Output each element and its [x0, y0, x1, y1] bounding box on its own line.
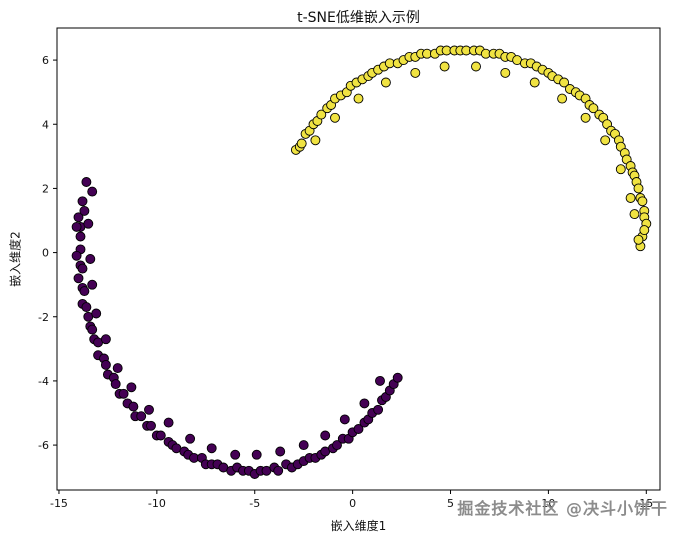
scatter-point-cluster-0-purple — [136, 411, 147, 422]
scatter-point-cluster-0-purple — [100, 334, 111, 345]
scatter-point-cluster-1-yellow — [633, 183, 644, 194]
scatter-point-cluster-1-yellow — [637, 196, 648, 207]
scatter-point-cluster-0-purple — [273, 465, 284, 476]
x-tick-label: -15 — [50, 497, 68, 510]
scatter-point-cluster-0-purple — [75, 231, 86, 242]
scatter-point-cluster-0-purple — [373, 404, 384, 415]
scatter-point-cluster-1-yellow — [639, 225, 650, 236]
scatter-point-cluster-0-purple — [83, 218, 94, 229]
y-tick-label: -4 — [38, 375, 49, 388]
y-tick-label: 2 — [42, 182, 49, 195]
scatter-point-cluster-0-purple — [353, 424, 364, 434]
scatter-point-cluster-0-purple — [71, 221, 82, 232]
scatter-point-cluster-1-yellow — [625, 193, 636, 203]
scatter-point-cluster-1-yellow — [588, 103, 599, 114]
scatter-point-cluster-0-purple — [73, 212, 84, 223]
scatter-point-cluster-0-purple — [85, 254, 96, 264]
scatter-point-cluster-1-yellow — [615, 164, 626, 175]
scatter-point-cluster-0-purple — [81, 177, 92, 187]
x-tick-label: -5 — [249, 497, 260, 510]
scatter-point-cluster-1-yellow — [316, 109, 327, 120]
scatter-point-cluster-0-purple — [339, 414, 350, 425]
x-axis-label: 嵌入维度1 — [330, 519, 387, 533]
scatter-point-cluster-0-purple — [91, 308, 102, 319]
scatter-point-cluster-0-purple — [87, 279, 98, 290]
scatter-point-cluster-1-yellow — [353, 93, 364, 104]
scatter-point-cluster-0-purple — [112, 363, 123, 374]
scatter-point-cluster-1-yellow — [633, 234, 644, 245]
y-axis-label: 嵌入维度2 — [8, 231, 23, 287]
scatter-point-cluster-0-purple — [77, 263, 88, 274]
scatter-point-cluster-1-yellow — [330, 112, 340, 123]
scatter-point-cluster-0-purple — [275, 446, 286, 457]
scatter-point-cluster-1-yellow — [380, 77, 391, 88]
axes-frame — [56, 27, 661, 491]
scatter-point-cluster-0-purple — [79, 205, 90, 216]
x-tick-label: 0 — [349, 497, 356, 510]
scatter-point-cluster-1-yellow — [600, 135, 611, 146]
y-tick-label: 0 — [42, 247, 49, 260]
scatter-point-cluster-1-yellow — [580, 112, 591, 123]
scatter-point-cluster-1-yellow — [310, 135, 321, 146]
scatter-point-cluster-0-purple — [77, 196, 88, 207]
scatter-point-cluster-0-purple — [230, 449, 241, 460]
scatter-point-cluster-0-purple — [185, 433, 196, 444]
scatter-point-cluster-1-yellow — [439, 61, 450, 72]
scatter-point-cluster-0-purple — [163, 417, 174, 428]
scatter-point-cluster-0-purple — [155, 430, 166, 441]
scatter-point-cluster-0-purple — [79, 286, 90, 297]
scatter-point-cluster-0-purple — [73, 273, 84, 284]
scatter-point-cluster-0-purple — [320, 430, 331, 441]
x-tick-label: 10 — [541, 497, 555, 510]
y-tick-label: 4 — [42, 118, 49, 131]
y-tick-label: -2 — [38, 311, 49, 324]
scatter-point-cluster-0-purple — [81, 302, 92, 313]
scatter-point-cluster-0-purple — [144, 404, 154, 415]
scatter-point-cluster-0-purple — [126, 382, 137, 393]
scatter-point-cluster-0-purple — [118, 388, 129, 399]
scatter-point-cluster-0-purple — [87, 186, 98, 197]
x-tick-label: -10 — [148, 497, 166, 510]
scatter-point-cluster-0-purple — [298, 440, 309, 451]
scatter-point-cluster-0-purple — [359, 398, 370, 409]
scatter-point-cluster-0-purple — [110, 379, 121, 390]
scatter-point-cluster-0-purple — [128, 401, 139, 412]
scatter-point-cluster-0-purple — [206, 443, 217, 454]
scatter-point-cluster-0-purple — [375, 375, 385, 386]
scatter-point-cluster-0-purple — [87, 324, 98, 335]
scatter-point-cluster-1-yellow — [559, 77, 570, 88]
scatter-point-cluster-1-yellow — [296, 138, 307, 149]
y-tick-label: 6 — [42, 54, 49, 67]
scatter-point-cluster-0-purple — [251, 449, 262, 460]
scatter-point-cluster-0-purple — [71, 250, 82, 261]
x-tick-label: 15 — [639, 497, 653, 510]
scatter-point-cluster-0-purple — [332, 440, 342, 451]
watermark: 掘金技术社区 @决斗小饼干 — [457, 499, 668, 518]
scatter-point-cluster-1-yellow — [529, 77, 540, 88]
x-tick-label: 5 — [447, 497, 454, 510]
scatter-point-cluster-1-yellow — [471, 61, 481, 72]
scatter-point-cluster-0-purple — [100, 359, 111, 370]
scatter-point-cluster-0-purple — [392, 372, 403, 383]
y-tick-label: -6 — [38, 439, 49, 452]
scatter-point-cluster-1-yellow — [410, 67, 421, 78]
scatter-point-cluster-1-yellow — [500, 67, 511, 78]
scatter-point-cluster-0-purple — [146, 420, 156, 431]
scatter-point-cluster-1-yellow — [557, 93, 568, 104]
chart-title: t-SNE低维嵌入示例 — [297, 10, 420, 26]
scatter-point-cluster-1-yellow — [629, 209, 640, 220]
